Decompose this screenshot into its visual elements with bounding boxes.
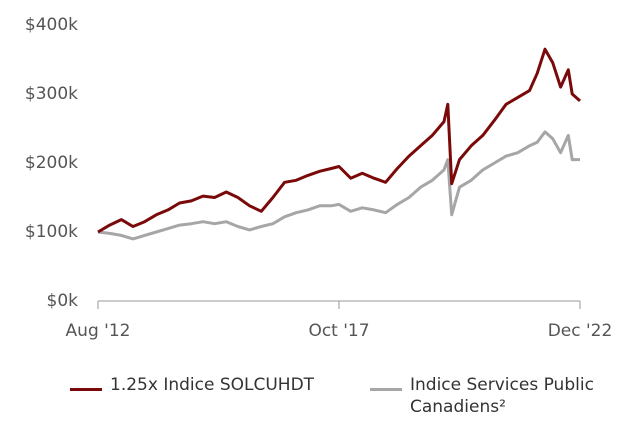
chart: $0k $100k $200k $300k $400k Aug '12 Oct '17 Dec… xyxy=(25,15,613,341)
legend-item: Indice Services Public Canadiens² xyxy=(370,374,600,418)
y-tick-label: $100k xyxy=(25,222,78,242)
legend-label: Indice Services Public Canadiens² xyxy=(410,375,594,417)
x-tick-label: Dec '22 xyxy=(548,321,613,341)
y-tick-label: $300k xyxy=(25,84,78,104)
legend-swatch xyxy=(70,388,102,391)
legend-label: 1.25x Indice SOLCUHDT xyxy=(110,375,315,395)
series-line xyxy=(97,130,580,241)
x-tick-label: Aug '12 xyxy=(66,321,131,341)
y-tick-label: $0k xyxy=(47,291,79,311)
y-tick-label: $400k xyxy=(25,15,78,35)
x-tick-label: Oct '17 xyxy=(308,321,369,341)
y-tick-label: $200k xyxy=(25,153,78,173)
legend-item: 1.25x Indice SOLCUHDT xyxy=(70,374,320,396)
series-line xyxy=(97,47,581,234)
legend-swatch xyxy=(370,388,402,391)
